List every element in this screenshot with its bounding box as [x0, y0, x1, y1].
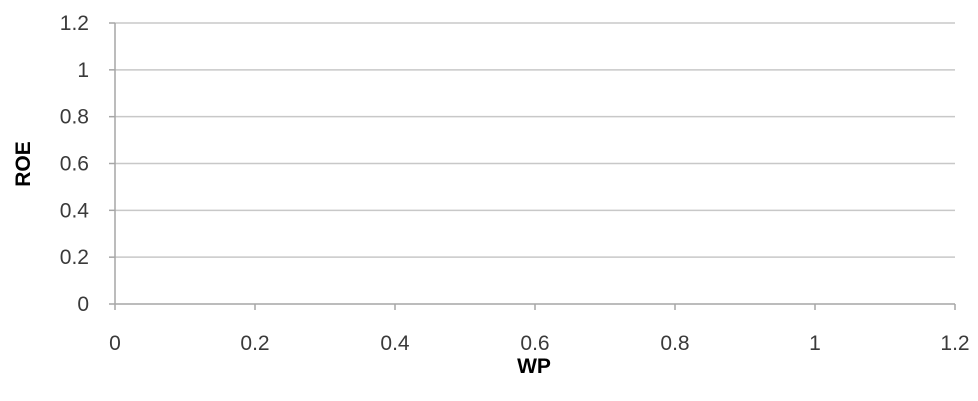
x-tick-label: 0.2: [240, 332, 269, 355]
y-axis-ticks: 0 0.2 0.4 0.6 0.8 1 1.2: [60, 12, 115, 316]
x-tick-label: 1: [809, 332, 821, 355]
y-axis-title: ROE: [12, 141, 35, 187]
x-tick-label: 0.4: [380, 332, 410, 355]
y-tick-label: 0.8: [60, 106, 89, 129]
x-tick-label: 0.8: [660, 332, 689, 355]
y-tick-label: 1.2: [60, 12, 89, 35]
x-axis-title: WP: [517, 355, 551, 378]
x-tick-label: 1.2: [940, 332, 969, 355]
gridlines: [115, 22, 955, 258]
y-tick-label: 0: [77, 293, 89, 316]
y-tick-label: 0.2: [60, 246, 89, 269]
x-tick-label: 0: [109, 332, 121, 355]
y-tick-label: 0.6: [60, 153, 89, 176]
y-tick-label: 1: [77, 59, 89, 82]
y-tick-label: 0.4: [60, 199, 90, 222]
x-tick-label: 0.6: [520, 332, 549, 355]
x-axis-ticks: 0 0.2 0.4 0.6 0.8 1 1.2: [109, 304, 970, 355]
